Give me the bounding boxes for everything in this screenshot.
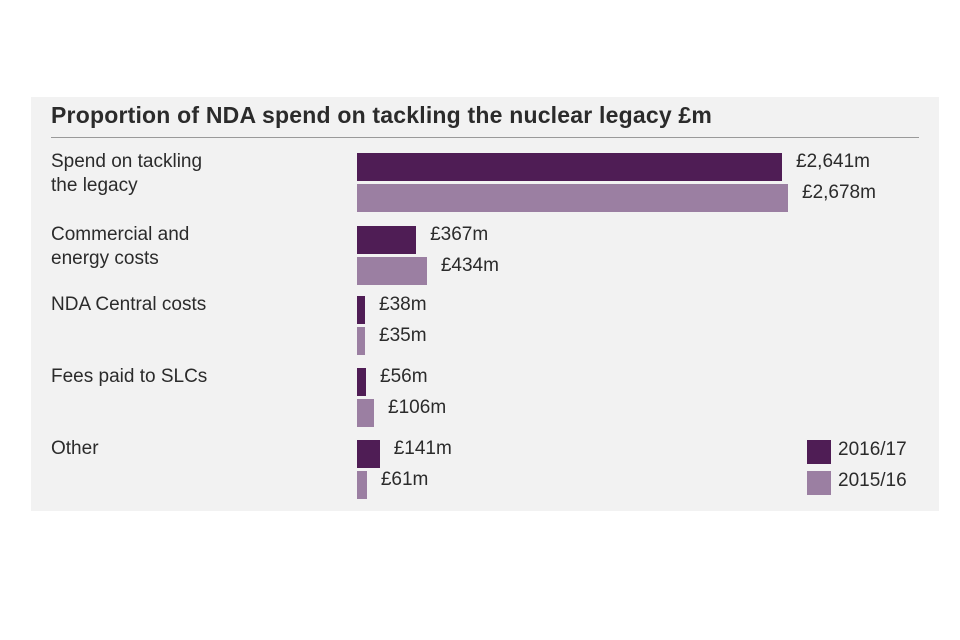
bar-2016-17-commercial-and-energy-costs: [357, 226, 417, 254]
data-label-2016-17-fees-paid-to-slcs: £56m: [380, 366, 428, 387]
category-label-line: Fees paid to SLCs: [51, 366, 208, 387]
legend-swatch-2016-17: [807, 440, 831, 464]
bar-2015-16-nda-central-costs: [357, 327, 365, 355]
legend-label-2015-16: 2015/16: [838, 470, 907, 491]
category-label-spend-on-tackling-the-legacy: Spend on tackling the legacy: [51, 150, 331, 198]
legend-label-2016-17: 2016/17: [838, 439, 907, 460]
bar-2015-16-commercial-and-energy-costs: [357, 257, 427, 285]
category-label-line: NDA Central costs: [51, 294, 207, 315]
bar-2016-17-other: [357, 440, 380, 468]
chart-panel: Proportion of NDA spend on tackling the …: [31, 97, 939, 511]
data-label-2016-17-spend-on-tackling-the-legacy: £2,641m: [796, 151, 870, 172]
category-label-line: the legacy: [51, 175, 138, 196]
bar-2016-17-nda-central-costs: [357, 296, 365, 324]
category-label-line: Other: [51, 438, 99, 459]
category-label-line: Commercial and: [51, 224, 190, 245]
category-label-line: energy costs: [51, 248, 159, 269]
category-label-nda-central-costs: NDA Central costs: [51, 293, 331, 317]
data-label-2016-17-nda-central-costs: £38m: [379, 294, 427, 315]
chart-title: Proportion of NDA spend on tackling the …: [51, 102, 713, 128]
legend-swatch-2015-16: [807, 471, 831, 495]
bar-2016-17-spend-on-tackling-the-legacy: [357, 153, 783, 181]
data-label-2015-16-nda-central-costs: £35m: [379, 325, 427, 346]
bar-2015-16-spend-on-tackling-the-legacy: [357, 184, 788, 212]
bar-2016-17-fees-paid-to-slcs: [357, 368, 366, 396]
data-label-2015-16-other: £61m: [380, 469, 429, 490]
data-label-2015-16-commercial-and-energy-costs: £434m: [440, 255, 499, 276]
category-label-commercial-and-energy-costs: Commercial and energy costs: [51, 223, 331, 271]
data-label-2015-16-fees-paid-to-slcs: £106m: [388, 397, 447, 418]
category-label-other: Other: [51, 437, 331, 461]
title-divider: [51, 137, 919, 138]
bar-2015-16-fees-paid-to-slcs: [357, 399, 375, 427]
category-label-line: Spend on tackling: [51, 151, 203, 172]
data-label-2016-17-other: £141m: [393, 438, 452, 459]
category-label-fees-paid-to-slcs: Fees paid to SLCs: [51, 365, 331, 389]
data-label-2015-16-spend-on-tackling-the-legacy: £2,678m: [802, 182, 876, 203]
bar-2015-16-other: [357, 471, 367, 499]
data-label-2016-17-commercial-and-energy-costs: £367m: [430, 224, 489, 245]
